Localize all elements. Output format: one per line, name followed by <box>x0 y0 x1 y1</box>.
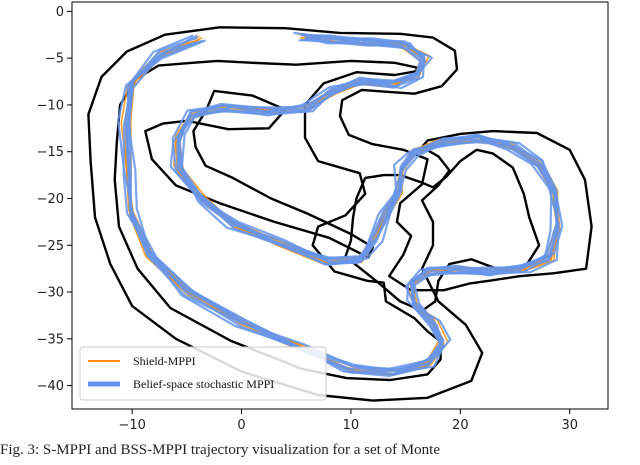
y-tick-label: −20 <box>37 192 64 207</box>
legend: Shield-MPPI Belief-space stochastic MPPI <box>79 346 327 401</box>
y-tick-label: −30 <box>37 286 64 301</box>
track-inner-loop-boundary <box>144 89 374 259</box>
y-tick-label: −10 <box>37 98 64 113</box>
trajectory-belief-run-6 <box>126 34 553 373</box>
x-tick-label: −10 <box>118 418 145 433</box>
axis-ticks: −10 0 10 20 30 0 −5 −10 −15 −20 −25 −30 −35 −40 <box>37 5 578 433</box>
track-right-loop-boundary <box>344 148 541 312</box>
x-tick-label: 20 <box>452 418 469 433</box>
legend-label-shield: Shield-MPPI <box>133 354 196 368</box>
x-tick-label: 30 <box>561 418 578 433</box>
trajectory-plot: −10 0 10 20 30 0 −5 −10 −15 −20 −25 −30 −35 −40 Shiel… <box>37 1 609 433</box>
legend-box <box>79 346 327 401</box>
figure-caption: Fig. 3: S-MPPI and BSS-MPPI trajectory v… <box>0 442 440 458</box>
y-tick-label: −25 <box>37 239 64 254</box>
y-tick-label: −15 <box>37 145 64 160</box>
y-tick-label: −5 <box>45 52 64 67</box>
axes-frame <box>71 1 609 410</box>
y-tick-label: 0 <box>56 5 64 20</box>
y-tick-label: −35 <box>37 332 64 347</box>
x-tick-label: 0 <box>237 418 245 433</box>
plot-area <box>72 2 608 409</box>
y-tick-label: −40 <box>37 379 64 394</box>
legend-label-belief: Belief-space stochastic MPPI <box>133 377 274 391</box>
x-tick-label: 10 <box>343 418 360 433</box>
track-inner-boundary <box>113 59 442 382</box>
trajectory-belief-run-7 <box>126 33 560 376</box>
trajectories <box>117 31 564 378</box>
